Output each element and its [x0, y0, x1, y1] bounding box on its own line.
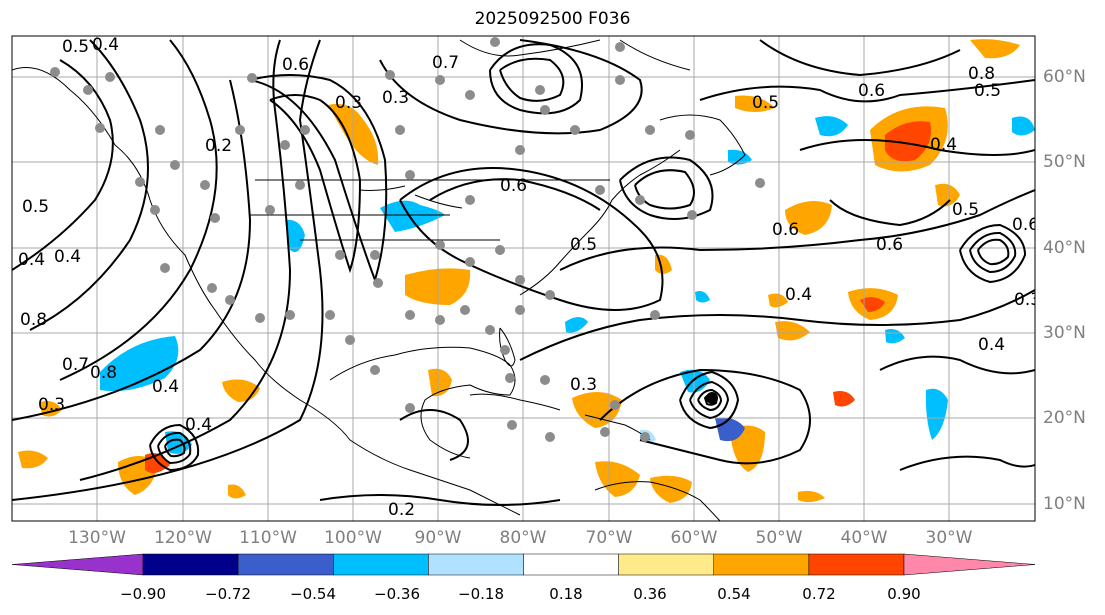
- contour-label: 0.4: [785, 285, 812, 305]
- colorbar-tick: 0.54: [717, 585, 751, 603]
- lon-label: 90°W: [414, 528, 462, 548]
- colorbar-tick: 0.18: [549, 585, 583, 603]
- contour-label: 0.3: [38, 395, 65, 415]
- contour-label: 0.4: [18, 250, 45, 270]
- colorbar-tick: −0.54: [290, 585, 336, 603]
- contour-label: 0.3: [1014, 290, 1041, 310]
- plot-frame: [11, 35, 1036, 522]
- contour-label: 0.5: [752, 93, 779, 113]
- contour-label: 0.5: [22, 197, 49, 217]
- colorbar-tick: 0.90: [887, 585, 921, 603]
- contour-label: 0.3: [335, 93, 362, 113]
- contour-label: 0.4: [185, 415, 212, 435]
- lon-label: 100°W: [324, 528, 382, 548]
- contour-label: 0.7: [62, 355, 89, 375]
- lon-label: 40°W: [840, 528, 888, 548]
- positive-anomaly-patches: [18, 39, 1020, 503]
- contour-label: 0.3: [382, 88, 409, 108]
- map-title: 2025092500 F036: [474, 9, 631, 29]
- contour-lines: [12, 39, 1035, 506]
- contour-label: 0.6: [876, 235, 903, 255]
- coastlines: [12, 39, 746, 521]
- lon-label: 120°W: [154, 528, 212, 548]
- lat-lon-grid: [12, 36, 1035, 521]
- contour-label: 0.5: [570, 235, 597, 255]
- contour-label: 0.5: [974, 81, 1001, 101]
- contour-label: 0.6: [282, 55, 309, 75]
- colorbar-tick: 0.36: [633, 585, 667, 603]
- colorbar-tick: −0.90: [120, 585, 166, 603]
- negative-anomaly-patches: [100, 116, 1035, 454]
- lat-label: 40°N: [1043, 238, 1086, 258]
- contour-label: 0.6: [772, 220, 799, 240]
- lon-label: 30°W: [925, 528, 973, 548]
- contour-label: 0.5: [952, 200, 979, 220]
- contour-labels: 0.4 0.5 0.7 0.6 0.5 0.8 0.5 0.6 0.4 0.5 …: [18, 35, 1041, 520]
- colorbar-tick: 0.72: [802, 585, 836, 603]
- contour-label: 0.2: [388, 500, 415, 520]
- contour-label: 0.8: [20, 310, 47, 330]
- lat-label: 30°N: [1043, 323, 1086, 343]
- contour-label: 0.3: [570, 375, 597, 395]
- contour-label: 0.6: [500, 176, 527, 196]
- lon-label: 50°W: [755, 528, 803, 548]
- lat-label: 20°N: [1043, 408, 1086, 428]
- contour-label: 0.4: [92, 35, 119, 55]
- storm-center-marker: [706, 392, 718, 404]
- colorbar-tick: −0.72: [205, 585, 251, 603]
- contour-label: 0.4: [930, 135, 957, 155]
- contour-label: 0.2: [205, 136, 232, 156]
- contour-label: 0.4: [152, 377, 179, 397]
- contour-label: 0.6: [1012, 215, 1039, 235]
- lon-label: 130°W: [68, 528, 126, 548]
- colorbar-tick: −0.18: [458, 585, 504, 603]
- contour-label: 0.7: [432, 53, 459, 73]
- lat-label: 60°N: [1043, 67, 1086, 87]
- contour-label: 0.4: [54, 247, 81, 267]
- lat-label: 50°N: [1043, 152, 1086, 172]
- contour-label: 0.4: [978, 335, 1005, 355]
- lat-label: 10°N: [1043, 494, 1086, 514]
- lon-label: 60°W: [670, 528, 718, 548]
- contour-label: 0.5: [62, 37, 89, 57]
- lon-label: 110°W: [239, 528, 297, 548]
- contour-label: 0.8: [90, 363, 117, 383]
- contour-label: 0.8: [968, 64, 995, 84]
- lon-label: 80°W: [499, 528, 547, 548]
- station-dots: [50, 37, 765, 442]
- weather-map: 0.4 0.5 0.7 0.6 0.5 0.8 0.5 0.6 0.4 0.5 …: [11, 35, 1041, 522]
- colorbar-tick: −0.36: [374, 585, 420, 603]
- contour-label: 0.6: [858, 81, 885, 101]
- lon-label: 70°W: [585, 528, 633, 548]
